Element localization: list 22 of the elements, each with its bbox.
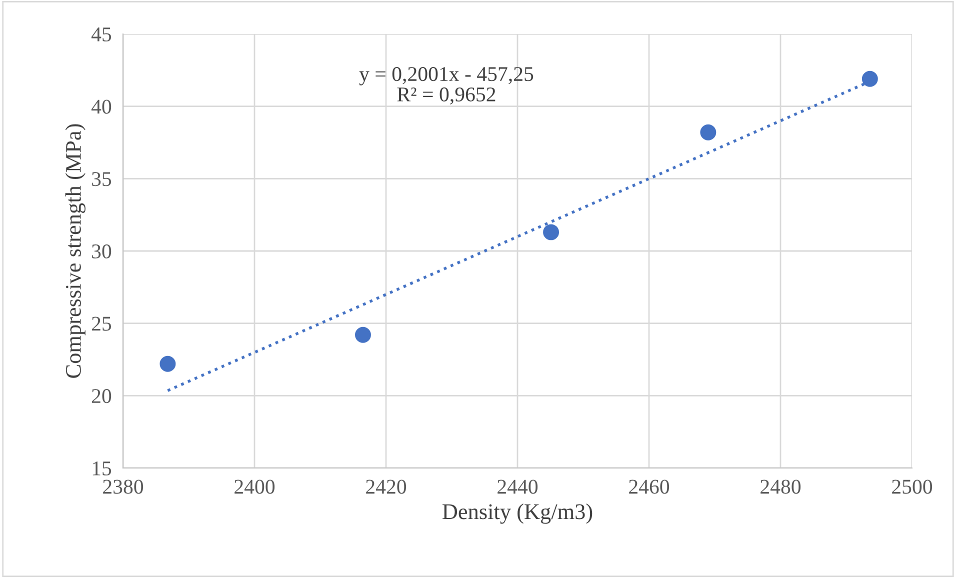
y-axis-title: Compressive strength (MPa) <box>65 124 86 378</box>
y-tick-label: 45 <box>91 28 112 42</box>
point <box>543 224 560 240</box>
x-tick-label: 2380 <box>103 480 144 494</box>
point <box>160 356 176 372</box>
point <box>355 326 371 343</box>
y-tick-label: 15 <box>92 461 112 476</box>
x-tick-label: 2420 <box>366 480 406 494</box>
x-tick-label: 2440 <box>498 480 538 494</box>
y-tick-label: 40 <box>91 100 112 114</box>
x-tick-label: 2500 <box>892 480 932 494</box>
x-axis-title: Density (Kg/m3) <box>442 504 592 524</box>
y-tick-label: 35 <box>92 172 112 186</box>
x-tick-label: 2460 <box>629 480 670 494</box>
y-tick-label: 30 <box>92 244 112 258</box>
point <box>862 70 878 87</box>
x-tick-label: 2480 <box>760 480 801 494</box>
point <box>700 124 716 140</box>
x-tick-label: 2400 <box>234 480 275 494</box>
y-tick-label: 25 <box>92 316 112 331</box>
y-tick-label: 20 <box>92 389 112 404</box>
annotation: y = 0,2001x - 457,25 R² = 0,9652 <box>359 67 534 104</box>
